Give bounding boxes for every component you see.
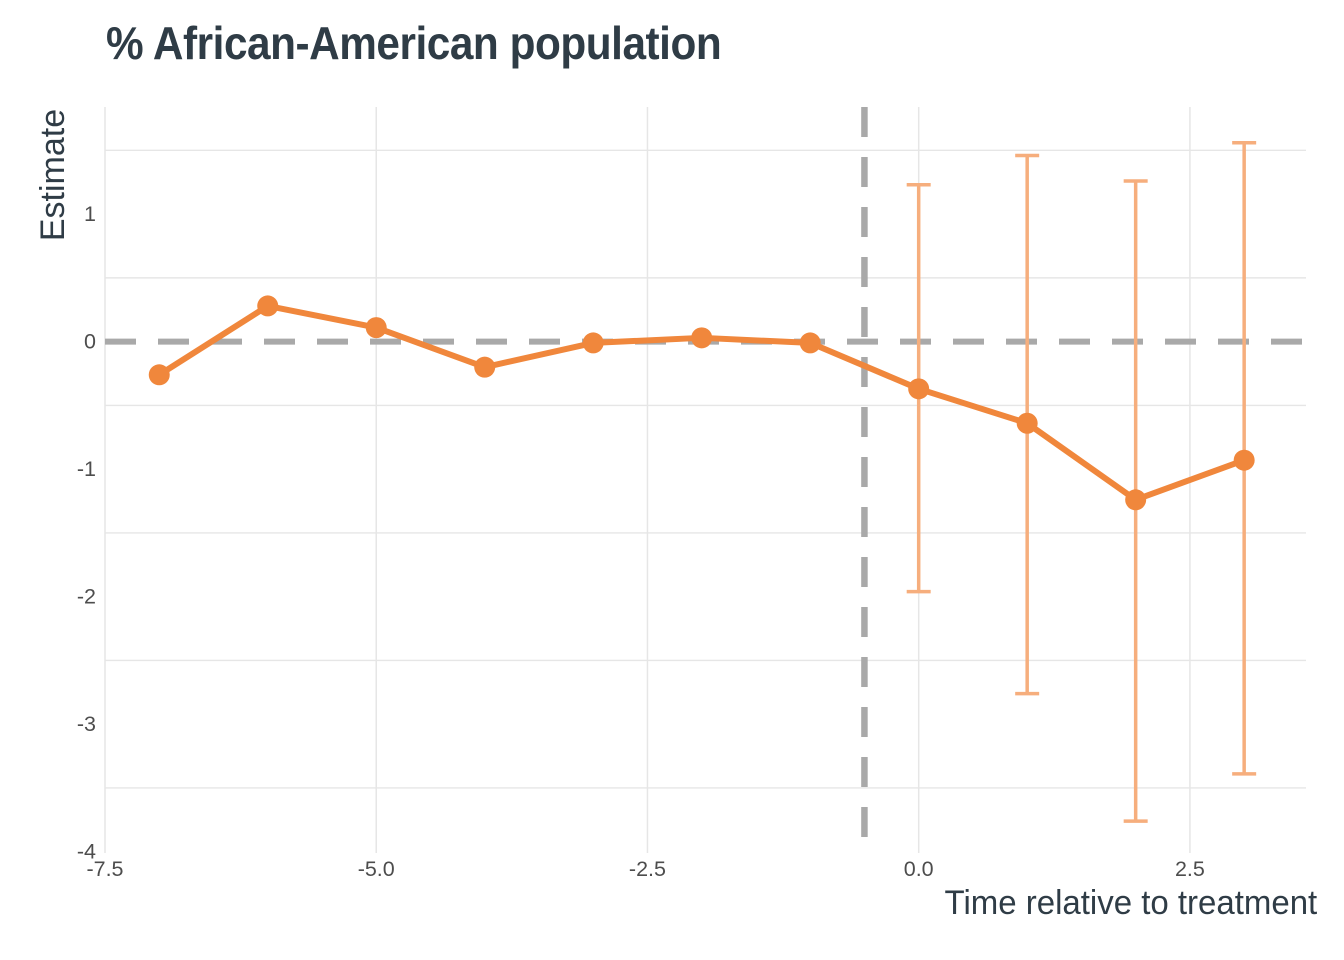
- estimate-point: [148, 364, 170, 386]
- estimate-point: [1016, 412, 1038, 434]
- y-tick-label: 1: [84, 202, 96, 226]
- x-tick-label: -5.0: [358, 857, 395, 881]
- x-axis-title: Time relative to treatment: [944, 884, 1317, 922]
- estimate-point: [1233, 449, 1255, 471]
- x-tick-label: -2.5: [629, 857, 666, 881]
- estimate-point: [474, 356, 496, 378]
- y-tick-label: 0: [84, 330, 96, 354]
- estimate-point: [908, 378, 930, 400]
- estimate-point: [582, 332, 604, 354]
- estimate-point: [691, 327, 713, 349]
- y-tick-label: -1: [77, 457, 96, 481]
- y-tick-label: -4: [77, 840, 96, 864]
- estimate-point: [257, 295, 279, 317]
- chart-title: % African-American population: [106, 17, 722, 69]
- estimate-point: [365, 317, 387, 339]
- estimate-point: [799, 332, 821, 354]
- x-tick-label: -7.5: [86, 857, 123, 881]
- y-tick-label: -3: [77, 712, 96, 736]
- estimate-point: [1125, 489, 1147, 511]
- y-tick-label: -2: [77, 585, 96, 609]
- x-tick-label: 2.5: [1175, 857, 1205, 881]
- x-tick-label: 0.0: [904, 857, 934, 881]
